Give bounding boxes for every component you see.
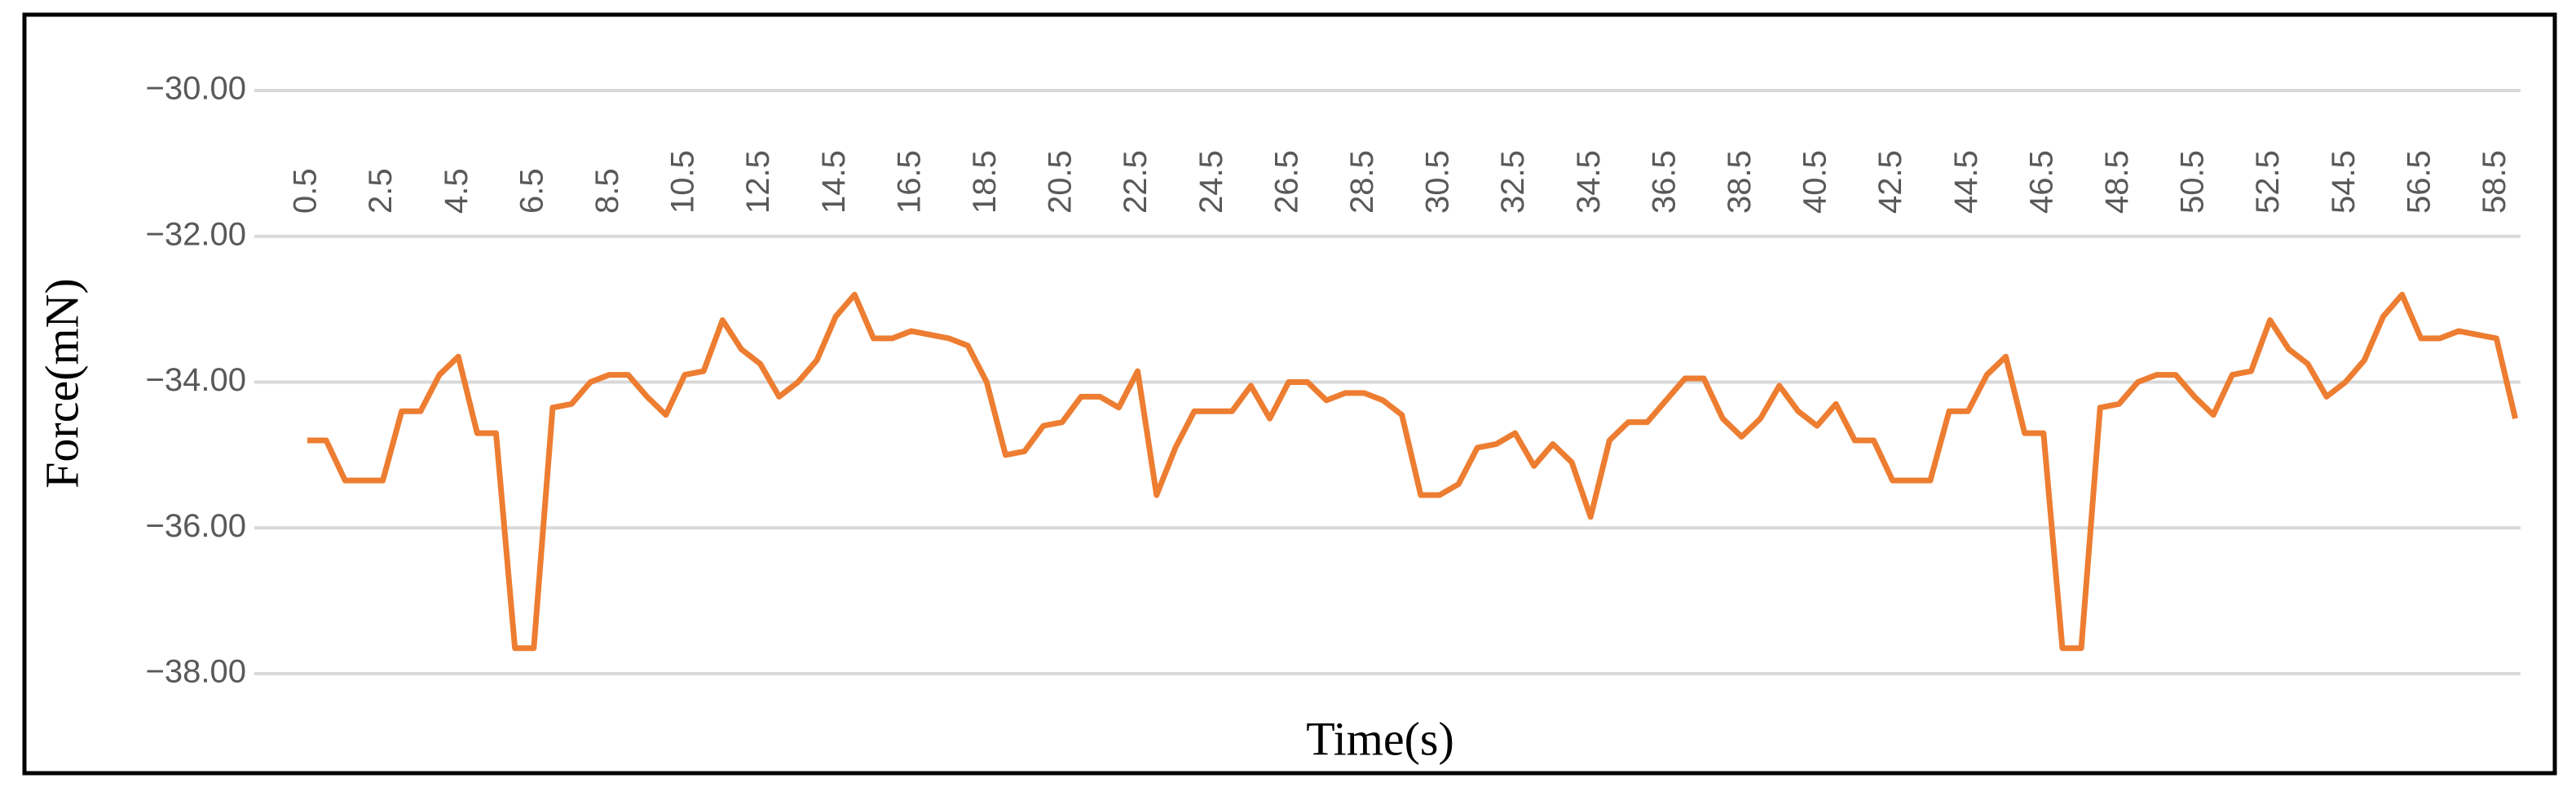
x-tick-label: 6.5 bbox=[514, 168, 549, 214]
x-tick-label: 42.5 bbox=[1872, 150, 1908, 214]
x-tick-label: 50.5 bbox=[2175, 150, 2211, 214]
x-tick-label: 52.5 bbox=[2250, 150, 2286, 214]
x-tick-label: 2.5 bbox=[363, 168, 399, 214]
y-axis-title: Force(mN) bbox=[35, 278, 88, 489]
x-axis-title: Time(s) bbox=[1306, 712, 1454, 765]
x-tick-label: 48.5 bbox=[2099, 150, 2135, 214]
x-tick-label: 44.5 bbox=[1948, 150, 1984, 214]
x-tick-label: 18.5 bbox=[967, 150, 1003, 214]
x-tick-label: 14.5 bbox=[816, 150, 852, 214]
y-tick-label: −34.00 bbox=[146, 362, 246, 398]
x-tick-label: 0.5 bbox=[288, 168, 324, 214]
x-tick-label: 24.5 bbox=[1193, 150, 1229, 214]
x-tick-label: 20.5 bbox=[1043, 150, 1078, 214]
x-tick-label: 10.5 bbox=[665, 150, 701, 214]
x-tick-label: 58.5 bbox=[2477, 150, 2512, 214]
y-tick-label: −30.00 bbox=[146, 71, 246, 107]
x-tick-label: 12.5 bbox=[740, 150, 776, 214]
x-tick-label: 56.5 bbox=[2401, 150, 2437, 214]
x-tick-label: 36.5 bbox=[1646, 150, 1682, 214]
x-tick-label: 22.5 bbox=[1118, 150, 1153, 214]
x-tick-label: 34.5 bbox=[1571, 150, 1607, 214]
x-tick-label: 46.5 bbox=[2023, 150, 2059, 214]
data-line bbox=[307, 291, 2518, 652]
x-tick-label: 28.5 bbox=[1344, 150, 1380, 214]
x-tick-label: 32.5 bbox=[1495, 150, 1531, 214]
x-tick-label: 38.5 bbox=[1722, 150, 1758, 214]
x-tick-label: 26.5 bbox=[1268, 150, 1304, 214]
x-tick-label: 16.5 bbox=[891, 150, 927, 214]
x-tick-label: 30.5 bbox=[1420, 150, 1456, 214]
x-tick-label: 40.5 bbox=[1797, 150, 1833, 214]
y-tick-label: −32.00 bbox=[146, 216, 246, 252]
x-tick-label: 8.5 bbox=[589, 168, 625, 214]
y-tick-label: −36.00 bbox=[146, 508, 246, 544]
chart-frame bbox=[22, 12, 2557, 776]
x-tick-label: 54.5 bbox=[2326, 150, 2362, 214]
x-tick-label: 4.5 bbox=[439, 168, 474, 214]
y-tick-label: −38.00 bbox=[146, 654, 246, 690]
